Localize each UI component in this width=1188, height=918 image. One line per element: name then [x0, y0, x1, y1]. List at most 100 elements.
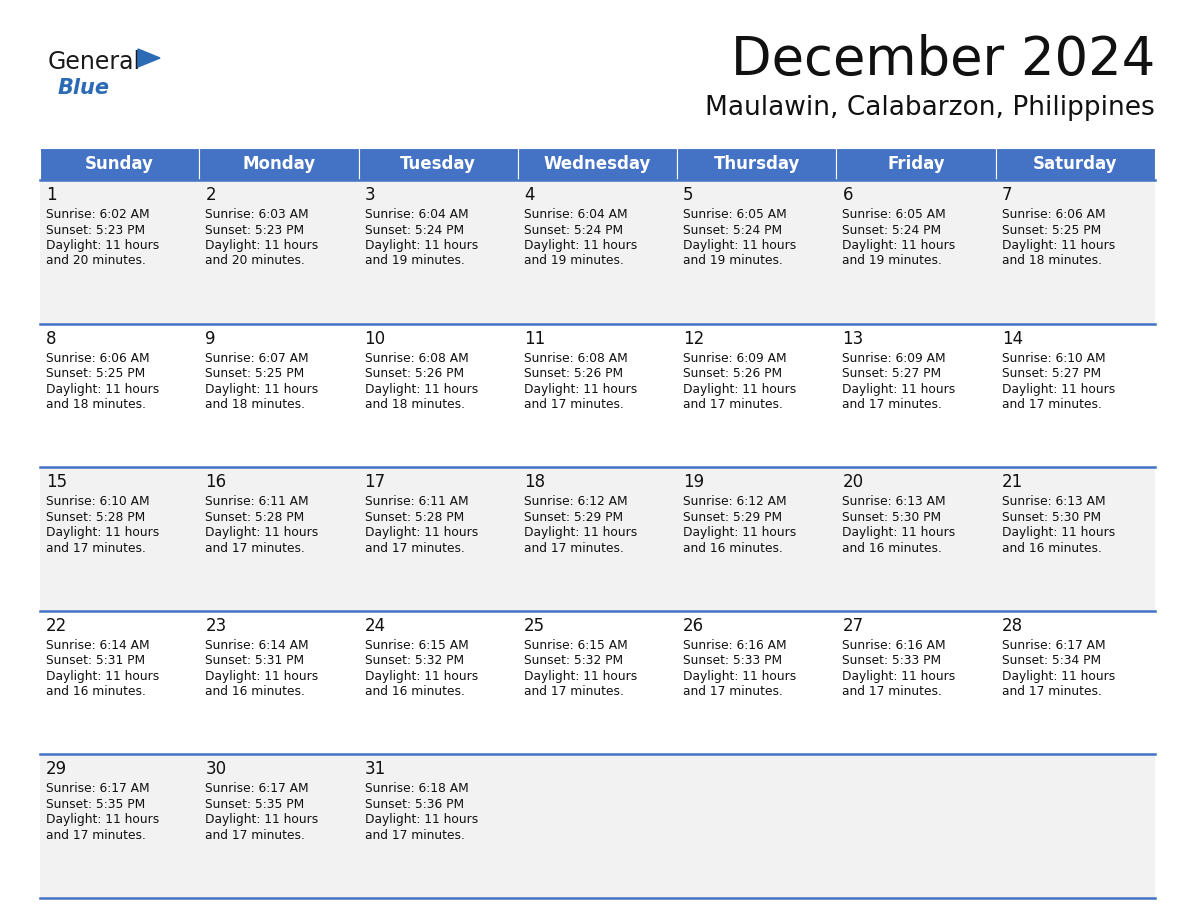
Text: Sunset: 5:27 PM: Sunset: 5:27 PM — [842, 367, 942, 380]
Text: 31: 31 — [365, 760, 386, 778]
Text: and 17 minutes.: and 17 minutes. — [683, 398, 783, 411]
Bar — [40, 180, 200, 324]
Text: Sunrise: 6:16 AM: Sunrise: 6:16 AM — [842, 639, 946, 652]
Text: 2: 2 — [206, 186, 216, 204]
Bar — [836, 610, 996, 755]
Bar — [836, 324, 996, 467]
Text: Daylight: 11 hours: Daylight: 11 hours — [365, 239, 478, 252]
Text: Daylight: 11 hours: Daylight: 11 hours — [842, 670, 955, 683]
Bar — [996, 610, 1155, 755]
Text: Sunrise: 6:17 AM: Sunrise: 6:17 AM — [206, 782, 309, 795]
Bar — [518, 148, 677, 180]
Text: Daylight: 11 hours: Daylight: 11 hours — [524, 239, 637, 252]
Text: and 17 minutes.: and 17 minutes. — [683, 686, 783, 699]
Bar — [40, 610, 200, 755]
Text: and 17 minutes.: and 17 minutes. — [842, 686, 942, 699]
Text: Sunset: 5:32 PM: Sunset: 5:32 PM — [365, 655, 463, 667]
Text: 17: 17 — [365, 473, 386, 491]
Bar — [40, 324, 200, 467]
Text: and 17 minutes.: and 17 minutes. — [524, 686, 624, 699]
Text: and 17 minutes.: and 17 minutes. — [365, 542, 465, 554]
Text: Sunset: 5:28 PM: Sunset: 5:28 PM — [365, 510, 463, 523]
Bar — [518, 180, 677, 324]
Text: 28: 28 — [1001, 617, 1023, 635]
Text: Sunset: 5:25 PM: Sunset: 5:25 PM — [206, 367, 304, 380]
Text: Sunset: 5:27 PM: Sunset: 5:27 PM — [1001, 367, 1101, 380]
Text: Daylight: 11 hours: Daylight: 11 hours — [365, 526, 478, 539]
Text: Sunrise: 6:05 AM: Sunrise: 6:05 AM — [842, 208, 946, 221]
Text: and 18 minutes.: and 18 minutes. — [365, 398, 465, 411]
Text: Sunset: 5:35 PM: Sunset: 5:35 PM — [206, 798, 304, 811]
Bar — [200, 755, 359, 898]
Bar — [518, 467, 677, 610]
Text: and 18 minutes.: and 18 minutes. — [46, 398, 146, 411]
Text: 13: 13 — [842, 330, 864, 348]
Text: Sunrise: 6:17 AM: Sunrise: 6:17 AM — [46, 782, 150, 795]
Text: Sunrise: 6:08 AM: Sunrise: 6:08 AM — [365, 352, 468, 364]
Text: Tuesday: Tuesday — [400, 155, 476, 173]
Text: Daylight: 11 hours: Daylight: 11 hours — [1001, 670, 1116, 683]
Bar — [677, 180, 836, 324]
Text: Sunrise: 6:15 AM: Sunrise: 6:15 AM — [365, 639, 468, 652]
Text: Daylight: 11 hours: Daylight: 11 hours — [1001, 239, 1116, 252]
Text: Friday: Friday — [887, 155, 944, 173]
Text: Sunrise: 6:02 AM: Sunrise: 6:02 AM — [46, 208, 150, 221]
Text: Sunset: 5:26 PM: Sunset: 5:26 PM — [524, 367, 623, 380]
Text: Maulawin, Calabarzon, Philippines: Maulawin, Calabarzon, Philippines — [706, 95, 1155, 121]
Text: and 16 minutes.: and 16 minutes. — [365, 686, 465, 699]
Bar — [40, 467, 200, 610]
Bar — [200, 610, 359, 755]
Bar — [836, 180, 996, 324]
Text: Sunset: 5:31 PM: Sunset: 5:31 PM — [206, 655, 304, 667]
Text: 24: 24 — [365, 617, 386, 635]
Text: 26: 26 — [683, 617, 704, 635]
Text: Daylight: 11 hours: Daylight: 11 hours — [842, 239, 955, 252]
Text: Sunrise: 6:09 AM: Sunrise: 6:09 AM — [683, 352, 786, 364]
Bar — [200, 148, 359, 180]
Bar — [996, 467, 1155, 610]
Bar — [359, 180, 518, 324]
Text: Sunset: 5:25 PM: Sunset: 5:25 PM — [46, 367, 145, 380]
Text: Sunset: 5:24 PM: Sunset: 5:24 PM — [842, 223, 942, 237]
Text: 21: 21 — [1001, 473, 1023, 491]
Text: Sunrise: 6:11 AM: Sunrise: 6:11 AM — [365, 495, 468, 509]
Text: Daylight: 11 hours: Daylight: 11 hours — [1001, 383, 1116, 396]
Text: Daylight: 11 hours: Daylight: 11 hours — [524, 526, 637, 539]
Text: and 20 minutes.: and 20 minutes. — [46, 254, 146, 267]
Text: Daylight: 11 hours: Daylight: 11 hours — [842, 383, 955, 396]
Text: 8: 8 — [46, 330, 57, 348]
Bar — [677, 324, 836, 467]
Text: Daylight: 11 hours: Daylight: 11 hours — [46, 670, 159, 683]
Text: Blue: Blue — [58, 78, 110, 98]
Text: 9: 9 — [206, 330, 216, 348]
Text: 22: 22 — [46, 617, 68, 635]
Text: Daylight: 11 hours: Daylight: 11 hours — [206, 670, 318, 683]
Text: Sunset: 5:33 PM: Sunset: 5:33 PM — [842, 655, 942, 667]
Text: and 17 minutes.: and 17 minutes. — [46, 542, 146, 554]
Text: Sunset: 5:30 PM: Sunset: 5:30 PM — [842, 510, 942, 523]
Text: Daylight: 11 hours: Daylight: 11 hours — [46, 813, 159, 826]
Text: Sunset: 5:29 PM: Sunset: 5:29 PM — [683, 510, 782, 523]
Text: Saturday: Saturday — [1034, 155, 1118, 173]
Polygon shape — [138, 49, 160, 67]
Text: and 17 minutes.: and 17 minutes. — [524, 398, 624, 411]
Bar — [677, 610, 836, 755]
Text: and 17 minutes.: and 17 minutes. — [842, 398, 942, 411]
Text: Sunrise: 6:13 AM: Sunrise: 6:13 AM — [842, 495, 946, 509]
Text: and 19 minutes.: and 19 minutes. — [842, 254, 942, 267]
Text: Sunrise: 6:05 AM: Sunrise: 6:05 AM — [683, 208, 786, 221]
Text: Sunrise: 6:04 AM: Sunrise: 6:04 AM — [524, 208, 627, 221]
Bar — [836, 467, 996, 610]
Text: and 16 minutes.: and 16 minutes. — [206, 686, 305, 699]
Bar — [996, 755, 1155, 898]
Bar — [518, 755, 677, 898]
Text: 14: 14 — [1001, 330, 1023, 348]
Text: Daylight: 11 hours: Daylight: 11 hours — [524, 670, 637, 683]
Text: Wednesday: Wednesday — [544, 155, 651, 173]
Bar — [359, 610, 518, 755]
Text: and 17 minutes.: and 17 minutes. — [206, 829, 305, 842]
Text: 12: 12 — [683, 330, 704, 348]
Text: Sunrise: 6:11 AM: Sunrise: 6:11 AM — [206, 495, 309, 509]
Text: 5: 5 — [683, 186, 694, 204]
Text: 20: 20 — [842, 473, 864, 491]
